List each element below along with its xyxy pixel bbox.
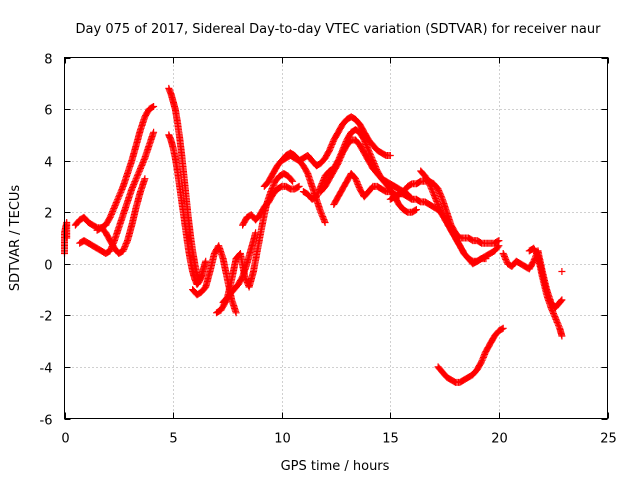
data-point [502,257,510,265]
y-tick-label: 8 [44,53,52,68]
y-axis-ticks: -6 -4 -2 0 2 4 6 8 [40,53,608,429]
series-arc-5 [165,84,210,283]
y-tick-label: 4 [44,156,52,171]
y-tick-label: -4 [40,362,53,377]
data-point [141,175,149,183]
data-point [556,298,564,306]
series-arc-1 [61,219,71,257]
data-point [482,255,490,263]
data-point [295,182,303,190]
y-tick-label: -2 [40,310,53,325]
data-point [134,170,142,178]
chart-title: Day 075 of 2017, Sidereal Day-to-day VTE… [76,22,602,37]
series-arc-21 [525,244,566,340]
x-axis-ticks: 0 5 10 15 20 25 [61,57,617,447]
data-point [294,183,302,191]
x-tick-label: 5 [169,432,177,447]
data-point [150,128,158,136]
data-point [412,206,420,214]
data-point [150,103,158,110]
series-arc-6 [165,131,205,288]
y-tick-label: -6 [40,414,53,429]
series-arc-15 [330,170,403,208]
data-point [116,190,124,198]
x-tick-label: 25 [600,432,617,447]
data-point [558,332,566,340]
data-point [436,189,444,197]
data-point [202,257,210,265]
y-tick-label: 0 [44,259,52,274]
data-point [360,136,368,144]
data-point [433,198,441,205]
series-arc-3 [76,128,158,257]
x-tick-label: 0 [61,432,69,447]
data-point [558,296,566,304]
series-arc-9 [219,170,297,306]
series-arc-20 [499,247,566,312]
x-tick-label: 20 [491,432,508,447]
series-arc-12 [278,113,394,170]
data-point [411,206,419,214]
data-point [232,309,240,317]
x-tick-label: 10 [274,432,291,447]
data-points [61,84,566,386]
series-arc-10 [239,182,303,229]
x-axis-label: GPS time / hours [281,459,390,474]
series-arc-19 [434,324,507,386]
y-tick-label: 6 [44,104,52,119]
data-point [288,176,296,184]
data-point [321,219,329,226]
data-point [386,152,394,159]
data-point [494,243,502,251]
series-arc-22 [558,268,566,275]
data-point [558,268,566,275]
data-point [557,297,565,305]
series-arc-4 [93,175,149,257]
data-point [495,242,503,250]
data-point [197,273,205,281]
data-point [113,197,121,205]
x-tick-label: 15 [382,432,399,447]
series-arc-18 [417,167,490,268]
data-point [119,247,127,255]
plot-frame [64,57,608,419]
data-point [289,177,297,185]
data-point [499,324,507,332]
y-axis-label: SDTVAR / TECUs [8,185,23,292]
y-tick-label: 2 [44,207,52,222]
